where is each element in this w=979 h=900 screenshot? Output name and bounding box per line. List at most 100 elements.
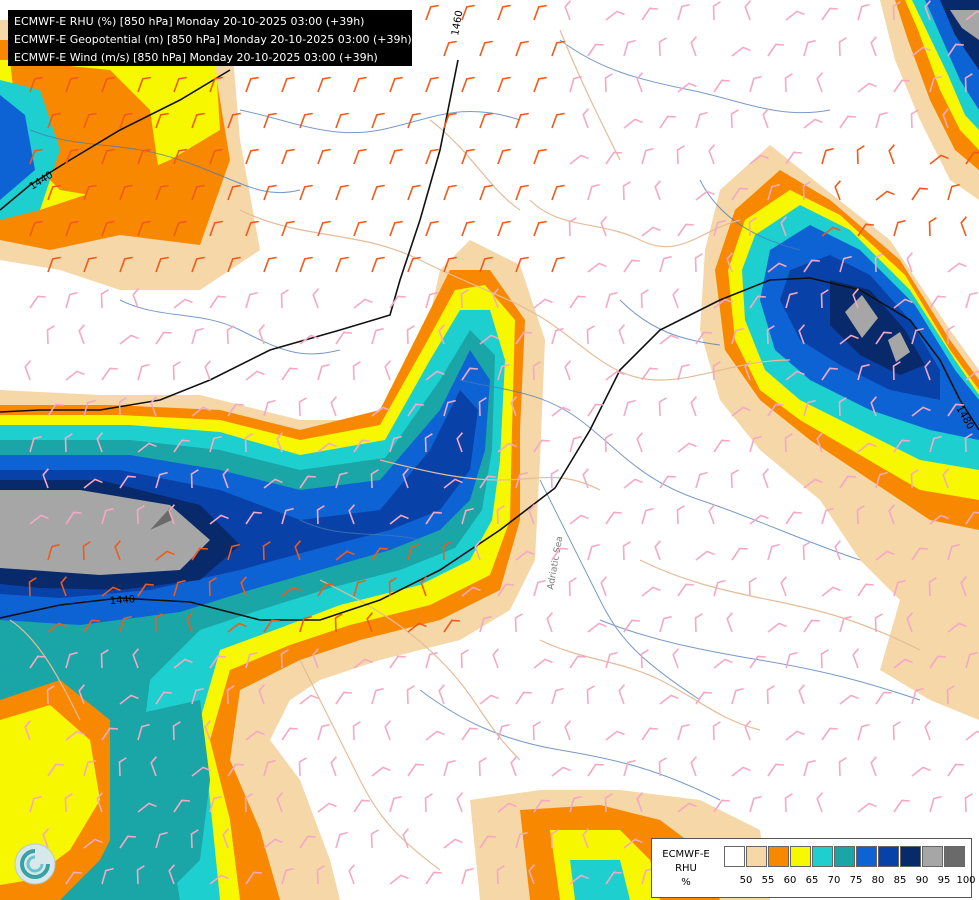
wind-barb-icon (281, 586, 301, 597)
wind-barb-icon (515, 831, 528, 849)
wind-barb-icon (672, 648, 680, 669)
wind-barb-icon (389, 148, 403, 165)
wind-barb-icon (605, 871, 622, 885)
wind-barb-icon (564, 0, 572, 21)
wind-barb-icon (370, 829, 379, 849)
wind-barb-icon (101, 586, 121, 597)
wind-barb-icon (946, 685, 955, 705)
wind-barb-icon (821, 7, 838, 21)
wind-barb-icon (730, 469, 739, 489)
wind-barb-icon (461, 4, 475, 21)
wind-barb-icon (785, 151, 802, 165)
wind-barb-icon (245, 220, 259, 237)
wind-barb-icon (461, 867, 474, 885)
wind-barb-icon (659, 694, 679, 705)
wind-barb-icon (641, 507, 654, 525)
wind-barb-icon (263, 759, 276, 777)
wind-barb-icon (785, 651, 798, 669)
wind-barb-icon (263, 619, 280, 633)
wind-barb-icon (605, 511, 622, 525)
wind-barb-icon (173, 76, 187, 93)
wind-barb-icon (550, 829, 559, 849)
wind-barb-icon (623, 118, 643, 129)
wind-barb-icon (821, 147, 834, 165)
wind-barb-icon (407, 184, 421, 201)
wind-barb-icon (155, 831, 168, 849)
wind-barb-icon (821, 507, 834, 525)
wind-barb-icon (263, 399, 276, 417)
wind-barb-icon (713, 579, 726, 597)
wind-barb-icon (569, 435, 582, 453)
wind-barb-icon (838, 397, 847, 417)
wind-barb-icon (767, 622, 787, 633)
wind-barb-icon (497, 723, 510, 741)
wind-barb-icon (929, 435, 942, 453)
wind-barb-icon (695, 550, 715, 561)
legend-swatches (724, 846, 966, 867)
wind-barb-icon (618, 324, 626, 345)
wind-barb-icon (690, 36, 698, 57)
wind-barb-icon (893, 439, 910, 453)
wind-barb-icon (101, 367, 118, 381)
wind-barb-icon (443, 619, 460, 633)
wind-barb-icon (245, 76, 259, 93)
wind-barb-icon (47, 763, 64, 777)
wind-barb-icon (245, 370, 265, 381)
wind-barb-icon (299, 694, 319, 705)
wind-barb-icon (874, 253, 883, 273)
wind-barb-icon (299, 615, 312, 633)
wind-barb-icon (587, 183, 600, 201)
wind-barb-icon (83, 184, 97, 201)
wind-barb-icon (677, 723, 690, 741)
wind-barb-icon (857, 223, 874, 237)
wind-barb-icon (244, 793, 253, 813)
wind-barb-icon (479, 112, 493, 129)
wind-barb-icon (209, 295, 226, 309)
wind-barb-icon (749, 295, 766, 309)
wind-barb-icon (911, 327, 924, 345)
wind-barb-icon (371, 327, 384, 345)
wind-barb-icon (605, 651, 618, 669)
wind-barb-icon (929, 295, 946, 309)
wind-barb-icon (407, 256, 421, 273)
wind-barb-icon (785, 511, 802, 525)
wind-barb-icon (658, 397, 667, 417)
wind-barb-icon (353, 220, 367, 237)
wind-barb-icon (406, 685, 415, 705)
wind-barb-icon (677, 442, 697, 453)
wind-barb-icon (497, 363, 510, 381)
wind-barb-icon (299, 256, 313, 273)
wind-barb-icon (641, 727, 658, 741)
wind-barb-icon (119, 694, 139, 705)
wind-barb-icon (191, 256, 205, 273)
wind-barb-icon (137, 76, 151, 93)
wind-barb-icon (119, 184, 133, 201)
wind-barb-icon (947, 403, 964, 417)
wind-barb-icon (857, 802, 877, 813)
wind-barb-icon (191, 184, 205, 201)
humidity-field-northeast (880, 0, 979, 200)
wind-barb-icon (924, 0, 932, 21)
wind-barb-icon (766, 685, 775, 705)
legend-swatch (944, 846, 965, 867)
legend-tick-label: 95 (937, 875, 951, 886)
legend-tick-label: 75 (849, 875, 863, 886)
wind-barb-icon (299, 184, 313, 201)
wind-barb-icon (803, 118, 823, 129)
wind-barb-icon (839, 615, 852, 633)
wind-barb-icon (928, 217, 937, 237)
wind-barb-icon (726, 612, 734, 633)
wind-barb-icon (780, 216, 788, 237)
wind-barb-icon (335, 256, 349, 273)
wind-barb-icon (114, 540, 122, 561)
wind-barb-icon (600, 576, 608, 597)
wind-barb-icon (83, 399, 96, 417)
wind-barb-icon (731, 327, 744, 345)
wind-barb-icon (821, 727, 838, 741)
wind-barb-icon (227, 543, 240, 561)
wind-barb-icon (528, 864, 536, 885)
wind-barb-icon (532, 721, 541, 741)
wind-barb-icon (425, 220, 439, 237)
contour-label-1460: 1460 (450, 10, 465, 37)
contour-label-1440b: 1440 (109, 594, 135, 607)
